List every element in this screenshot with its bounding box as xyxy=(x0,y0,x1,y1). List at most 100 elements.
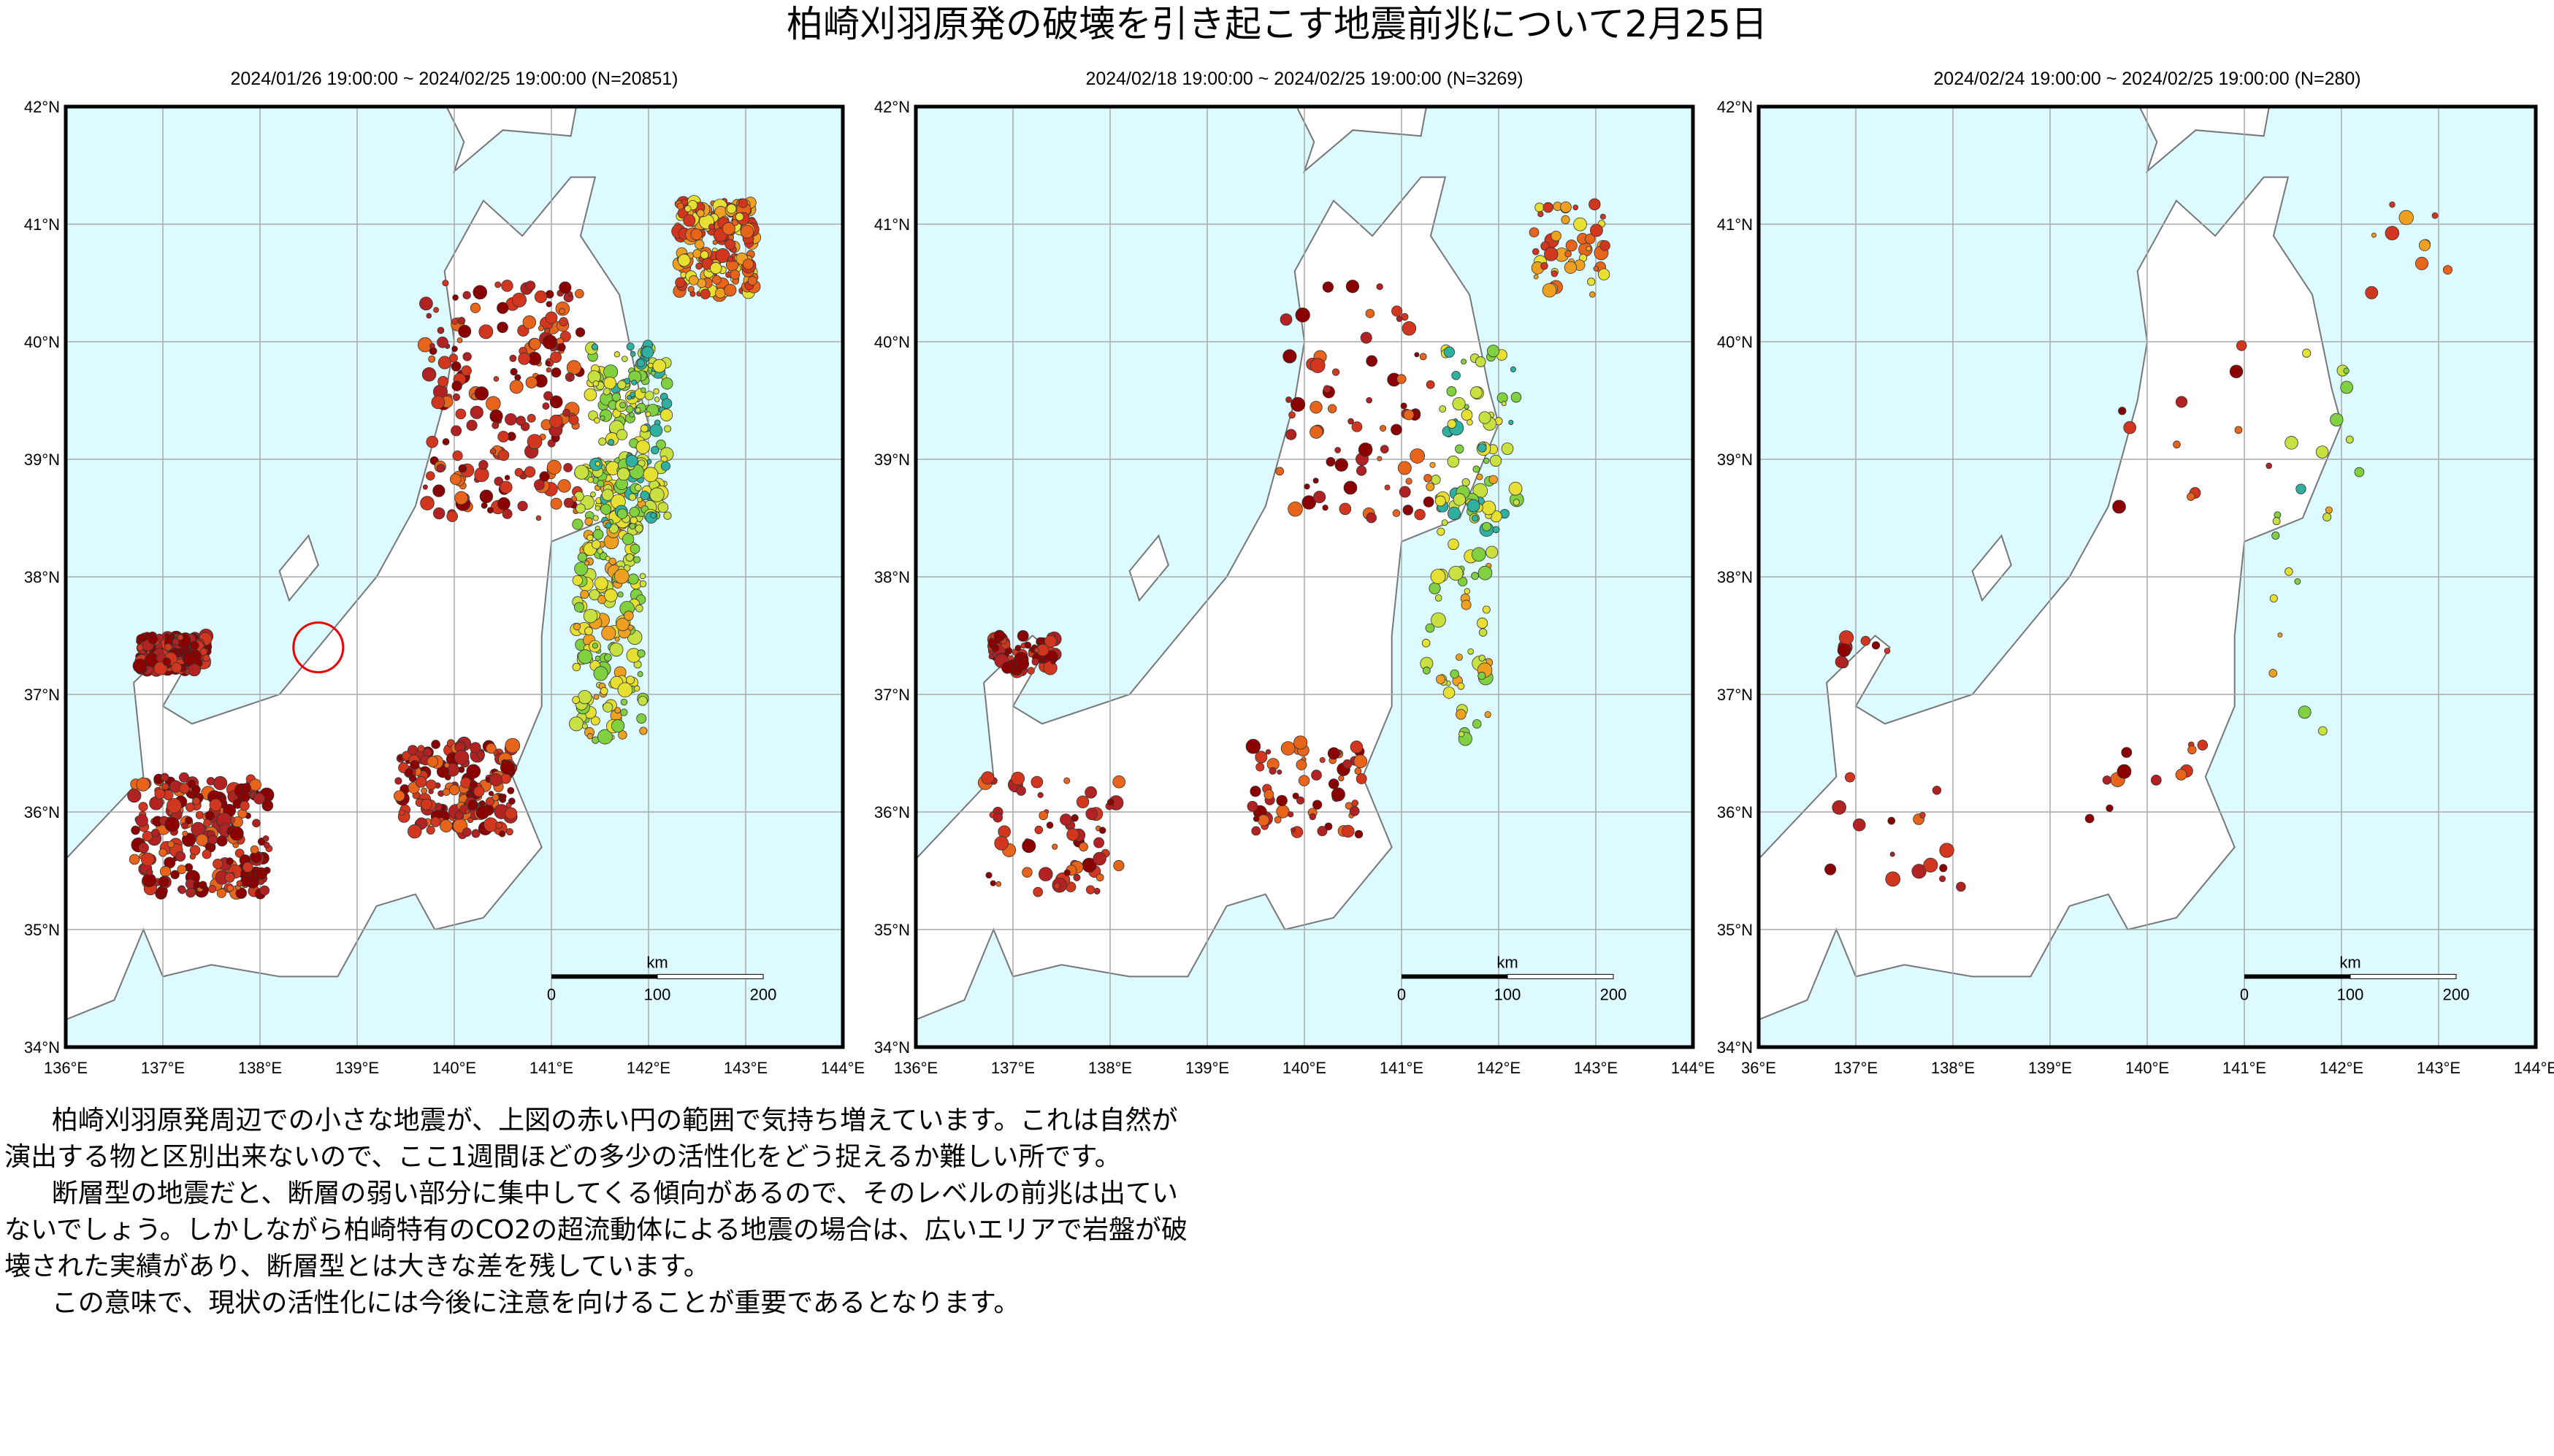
quake-dot xyxy=(471,829,481,838)
quake-dot xyxy=(1027,667,1035,675)
scale-label: 0 xyxy=(1397,985,1406,1003)
quake-dot xyxy=(1448,565,1464,581)
quake-dot xyxy=(509,380,524,394)
quake-dot xyxy=(2298,705,2312,719)
quake-dot xyxy=(1326,457,1336,467)
quake-dot xyxy=(546,301,553,307)
quake-dot xyxy=(249,791,256,797)
quake-dot xyxy=(489,773,502,786)
quake-dot xyxy=(1402,505,1414,516)
quake-dot xyxy=(2340,380,2354,394)
quake-dot xyxy=(525,376,538,388)
quake-dot xyxy=(131,825,140,835)
quake-dot xyxy=(1544,247,1559,261)
quake-dot xyxy=(1342,824,1355,838)
quake-dot xyxy=(634,685,641,691)
quake-dot xyxy=(995,881,1002,887)
quake-dot xyxy=(2431,212,2439,219)
quake-dot xyxy=(127,789,142,803)
map-period: 2024/02/24 19:00:00 ~ 2024/02/25 19:00:0… xyxy=(1933,69,2360,89)
quake-dot xyxy=(1291,396,1306,412)
quake-dot xyxy=(1572,204,1579,210)
quake-dot xyxy=(1431,612,1446,628)
quake-dot xyxy=(1063,869,1071,876)
quake-dot xyxy=(251,851,262,863)
quake-dot xyxy=(1275,467,1285,476)
quake-dot xyxy=(542,334,557,350)
quake-dot xyxy=(586,733,594,740)
quake-dot xyxy=(1400,402,1407,410)
quake-dot xyxy=(442,438,450,445)
quake-dot xyxy=(1039,811,1048,821)
body-text: 柏崎刈羽原発周辺での小さな地震が、上図の赤い円の範囲で気持ち増えています。これは… xyxy=(4,1103,1202,1322)
quake-dot xyxy=(410,759,420,770)
map-panel: 2024/02/24 19:00:00 ~ 2024/02/25 19:00:0… xyxy=(1717,69,2554,1077)
quake-dot xyxy=(2418,239,2431,251)
quake-dot xyxy=(501,794,507,800)
quake-dot xyxy=(1005,647,1013,655)
scale-bar xyxy=(2350,973,2457,979)
quake-dot xyxy=(616,467,630,481)
quake-dot xyxy=(1441,519,1448,526)
quake-dot xyxy=(1251,826,1261,836)
quake-dot xyxy=(1472,465,1480,473)
scale-unit: km xyxy=(646,953,668,971)
quake-dot xyxy=(1939,864,1948,873)
quake-dot xyxy=(726,204,737,214)
quake-dot xyxy=(177,865,187,875)
quake-dot xyxy=(577,552,587,562)
quake-dot xyxy=(1309,813,1316,821)
quake-dot xyxy=(1860,635,1871,646)
scale-label: 0 xyxy=(2240,985,2249,1003)
lat-label: 35°N xyxy=(874,921,910,939)
quake-dot xyxy=(604,654,612,662)
quake-dot xyxy=(542,402,550,410)
quake-dot xyxy=(604,589,618,602)
quake-dot xyxy=(469,780,478,789)
quake-dot xyxy=(1016,786,1026,796)
quake-dot xyxy=(456,337,463,343)
quake-dot xyxy=(421,367,437,382)
quake-dot xyxy=(146,868,153,876)
quake-dot xyxy=(1423,474,1432,483)
quake-dot xyxy=(437,356,451,369)
quake-dot xyxy=(1487,345,1500,358)
lat-label: 42°N xyxy=(1717,98,1753,116)
quake-dot xyxy=(1838,630,1854,645)
quake-dot xyxy=(213,775,228,791)
quake-dot xyxy=(162,657,172,667)
quake-dot xyxy=(226,884,234,892)
quake-dot xyxy=(633,556,641,564)
quake-dot xyxy=(516,415,526,426)
quake-dot xyxy=(695,240,705,250)
quake-dot xyxy=(136,639,142,645)
quake-dot xyxy=(1037,792,1044,798)
quake-dot xyxy=(473,285,488,300)
quake-dot xyxy=(500,480,513,494)
quake-dot xyxy=(181,822,188,829)
quake-dot xyxy=(1031,775,1044,789)
quake-dot xyxy=(1513,499,1520,506)
quake-dot xyxy=(576,503,586,514)
quake-dot xyxy=(572,518,584,530)
quake-dot xyxy=(258,878,264,886)
quake-dot xyxy=(1510,366,1516,372)
quake-dot xyxy=(2236,340,2247,351)
quake-dot xyxy=(1380,424,1387,432)
quake-dot xyxy=(1380,445,1389,454)
quake-dot xyxy=(1301,495,1317,510)
quake-dot xyxy=(1292,792,1299,800)
quake-dot xyxy=(598,437,607,446)
quake-dot xyxy=(575,327,586,337)
quake-dot xyxy=(1469,386,1483,399)
quake-dot xyxy=(557,342,566,352)
quake-dot xyxy=(605,522,612,529)
quake-dot xyxy=(1366,512,1377,524)
quake-dot xyxy=(592,540,601,549)
quake-dot xyxy=(1484,710,1491,719)
lon-label: 139°E xyxy=(335,1059,379,1077)
quake-dot xyxy=(601,488,614,501)
quake-dot xyxy=(1350,740,1364,754)
quake-dot xyxy=(696,209,705,218)
quake-dot xyxy=(1471,514,1479,522)
